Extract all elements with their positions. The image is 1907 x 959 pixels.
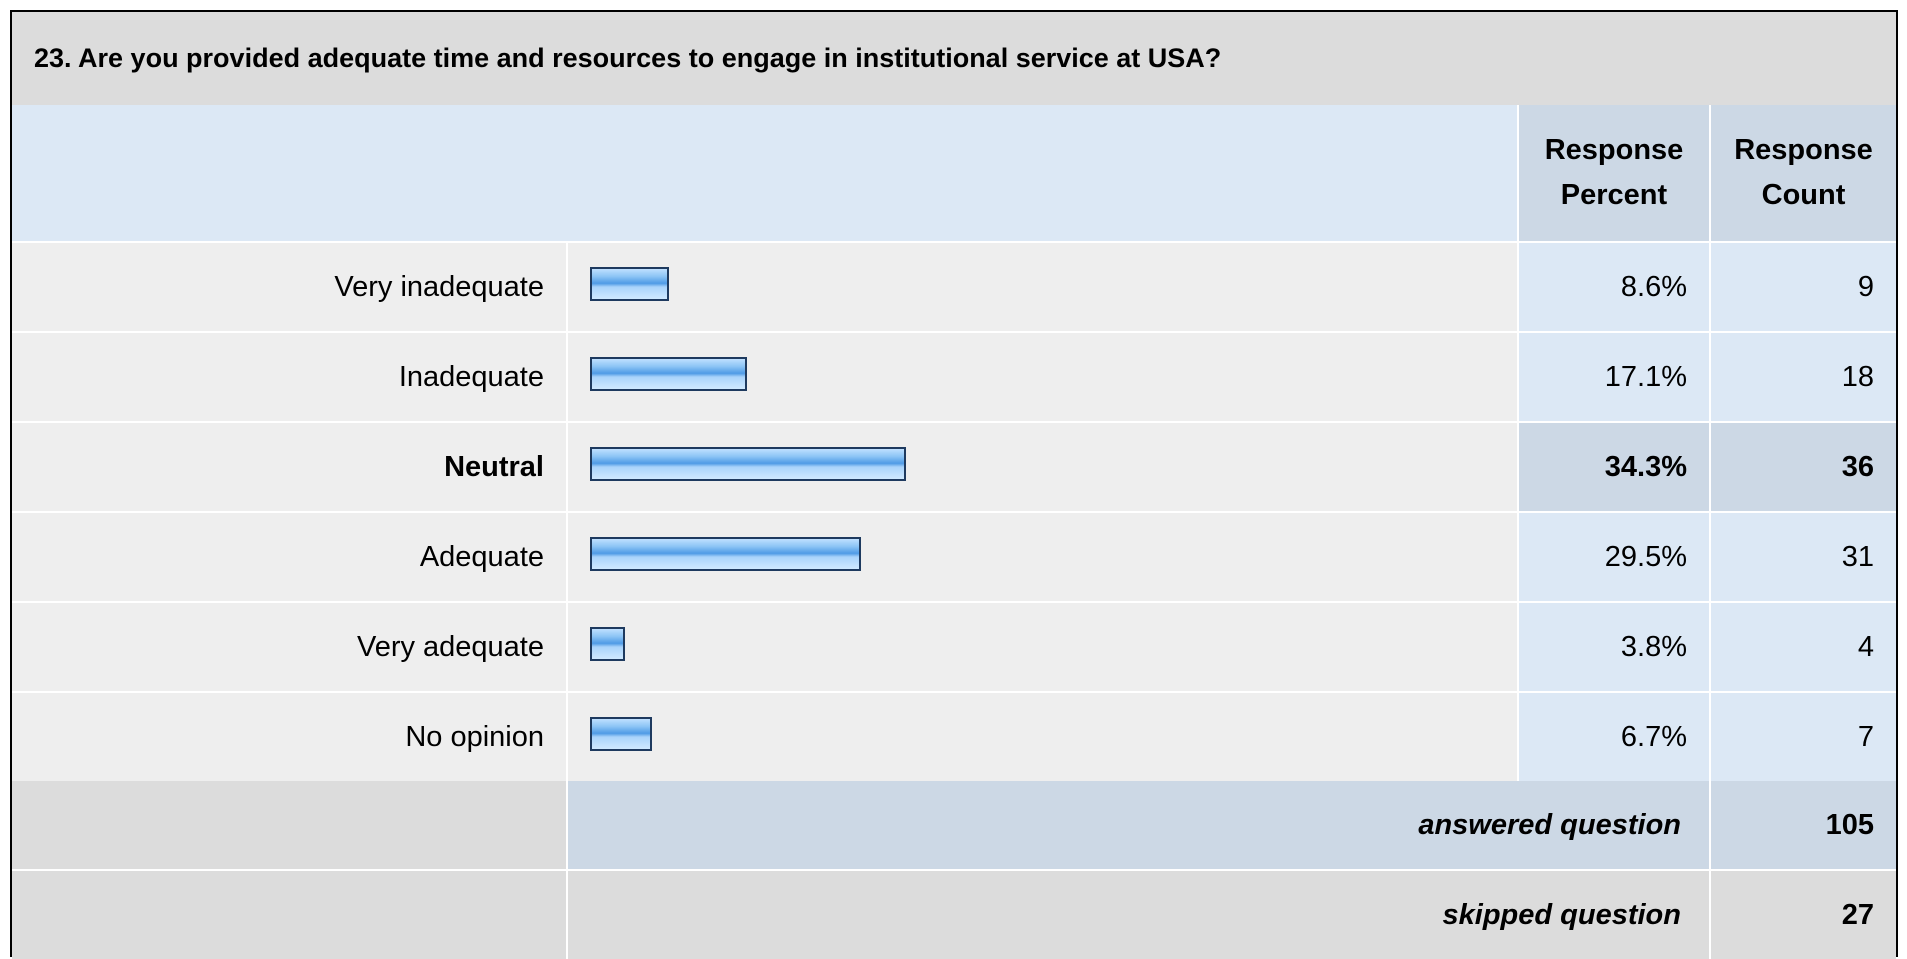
response-count-value: 7: [1711, 693, 1896, 781]
answered-question-count: 105: [1711, 781, 1896, 869]
response-count-value: 18: [1711, 333, 1896, 421]
row-label: Very inadequate: [12, 243, 566, 331]
bar-cell: [568, 513, 1517, 601]
response-count-value: 36: [1711, 423, 1896, 511]
answered-question-label: answered question: [568, 781, 1709, 869]
response-percent-value: 8.6%: [1519, 243, 1709, 331]
bar-cell: [568, 603, 1517, 691]
header-response-count: Response Count: [1711, 105, 1896, 241]
row-label: No opinion: [12, 693, 566, 781]
response-percent-value: 17.1%: [1519, 333, 1709, 421]
bar-neutral: [590, 447, 906, 481]
skipped-blank: [12, 871, 566, 959]
response-percent-value: 6.7%: [1519, 693, 1709, 781]
bar-adequate: [590, 537, 861, 571]
skipped-question-label: skipped question: [568, 871, 1709, 959]
response-percent-value: 34.3%: [1519, 423, 1709, 511]
bar-no-opinion: [590, 717, 652, 751]
bar-cell: [568, 423, 1517, 511]
header-response-percent: Response Percent: [1519, 105, 1709, 241]
bar-cell: [568, 243, 1517, 331]
response-count-value: 4: [1711, 603, 1896, 691]
header-blank: [12, 105, 1517, 241]
response-count-value: 9: [1711, 243, 1896, 331]
response-percent-value: 29.5%: [1519, 513, 1709, 601]
question-title-bar: 23. Are you provided adequate time and r…: [12, 12, 1896, 105]
bar-cell: [568, 333, 1517, 421]
row-label: Adequate: [12, 513, 566, 601]
bar-very-inadequate: [590, 267, 669, 301]
bar-very-adequate: [590, 627, 625, 661]
question-title: 23. Are you provided adequate time and r…: [34, 43, 1222, 73]
skipped-question-count: 27: [1711, 871, 1896, 959]
row-label: Very adequate: [12, 603, 566, 691]
row-label: Neutral: [12, 423, 566, 511]
bar-cell: [568, 693, 1517, 781]
row-label: Inadequate: [12, 333, 566, 421]
answered-blank: [12, 781, 566, 869]
bar-inadequate: [590, 357, 747, 391]
response-count-value: 31: [1711, 513, 1896, 601]
survey-results-table: 23. Are you provided adequate time and r…: [10, 10, 1898, 959]
response-percent-value: 3.8%: [1519, 603, 1709, 691]
